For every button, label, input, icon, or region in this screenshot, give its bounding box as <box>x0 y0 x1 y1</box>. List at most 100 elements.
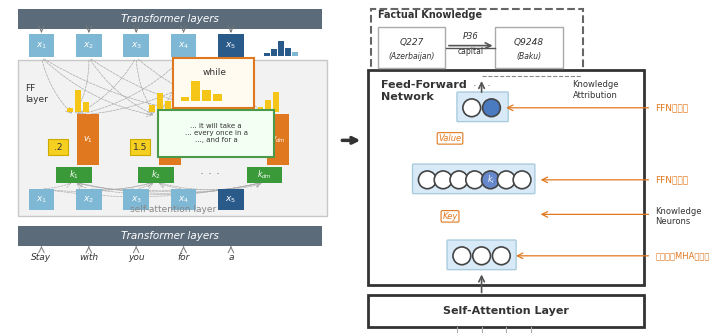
Text: $x_3$: $x_3$ <box>130 194 142 205</box>
Bar <box>218 34 244 58</box>
Bar <box>165 101 171 112</box>
Circle shape <box>434 171 452 189</box>
Bar <box>149 105 155 112</box>
Bar <box>264 53 271 57</box>
Bar <box>18 226 322 246</box>
Text: $x_1$: $x_1$ <box>36 194 47 205</box>
Bar <box>368 70 644 285</box>
Bar <box>271 49 277 57</box>
Bar <box>173 58 253 108</box>
Bar <box>159 114 181 165</box>
Bar <box>48 139 68 155</box>
Text: 输入层（MHA输出）: 输入层（MHA输出） <box>655 251 710 260</box>
Text: capital: capital <box>458 47 484 56</box>
Text: $k_i$: $k_i$ <box>487 174 495 186</box>
Bar <box>158 110 274 157</box>
Text: 1.5: 1.5 <box>133 143 148 152</box>
FancyBboxPatch shape <box>447 240 516 270</box>
Bar <box>29 189 54 210</box>
Bar <box>218 189 244 210</box>
Text: $x_4$: $x_4$ <box>178 41 189 51</box>
Text: $x_5$: $x_5$ <box>225 41 236 51</box>
Text: Self-Attention Layer: Self-Attention Layer <box>444 306 570 316</box>
Bar <box>123 34 149 58</box>
Bar <box>138 167 174 183</box>
Text: · · ·: · · · <box>472 81 490 91</box>
Bar <box>202 90 211 101</box>
Bar <box>56 167 91 183</box>
Text: a: a <box>228 253 234 262</box>
Text: Knowledge
Neurons: Knowledge Neurons <box>655 207 702 226</box>
Bar <box>274 92 279 112</box>
Text: you: you <box>128 253 145 262</box>
Circle shape <box>450 171 468 189</box>
Bar <box>213 94 222 101</box>
Bar <box>157 93 163 112</box>
Text: Feed-Forward
Network: Feed-Forward Network <box>381 80 467 102</box>
Text: P36: P36 <box>463 32 479 41</box>
Bar <box>171 34 197 58</box>
Text: · · ·: · · · <box>200 169 220 181</box>
Bar <box>18 9 322 29</box>
Bar <box>76 34 102 58</box>
Circle shape <box>466 171 484 189</box>
Text: FF
layer: FF layer <box>24 84 48 104</box>
Text: FFN第一层: FFN第一层 <box>655 175 688 184</box>
Bar <box>76 189 102 210</box>
Text: $x_3$: $x_3$ <box>130 41 142 51</box>
Bar <box>130 139 150 155</box>
Text: 0: 0 <box>246 143 251 152</box>
Text: Stay: Stay <box>32 253 52 262</box>
Text: Value: Value <box>438 134 462 143</box>
Text: $v_{dm}$: $v_{dm}$ <box>271 134 286 145</box>
Text: $x_2$: $x_2$ <box>84 41 94 51</box>
Text: Q227: Q227 <box>400 38 423 47</box>
Bar <box>247 167 282 183</box>
Text: for: for <box>177 253 190 262</box>
Text: .2: .2 <box>54 143 63 152</box>
Bar <box>495 27 562 68</box>
Text: $k_{dm}$: $k_{dm}$ <box>257 169 272 181</box>
Circle shape <box>498 171 515 189</box>
Text: (Azerbaijan): (Azerbaijan) <box>388 52 435 61</box>
Bar <box>67 109 73 112</box>
Bar <box>258 108 264 112</box>
Circle shape <box>453 247 471 265</box>
Circle shape <box>482 99 500 117</box>
Bar <box>77 114 99 165</box>
Text: $v_2$: $v_2$ <box>165 134 175 145</box>
Text: $v_1$: $v_1$ <box>83 134 93 145</box>
Text: ... it will take a
... every once in a
..., and for a: ... it will take a ... every once in a .… <box>184 124 248 143</box>
Bar <box>292 52 298 57</box>
Bar <box>267 114 289 165</box>
Circle shape <box>463 99 481 117</box>
Text: Transformer layers: Transformer layers <box>121 14 219 24</box>
Bar <box>368 295 644 327</box>
Text: Key: Key <box>442 212 458 221</box>
Bar <box>123 189 149 210</box>
Text: FFN第二层: FFN第二层 <box>655 103 688 112</box>
Text: $k_2$: $k_2$ <box>151 169 161 181</box>
Circle shape <box>473 247 490 265</box>
Bar <box>83 102 89 112</box>
Text: Knowledge
Attribution: Knowledge Attribution <box>572 80 618 99</box>
FancyBboxPatch shape <box>457 92 508 122</box>
Text: $x_2$: $x_2$ <box>84 194 94 205</box>
Bar <box>266 100 271 112</box>
FancyBboxPatch shape <box>371 9 583 76</box>
Text: Transformer layers: Transformer layers <box>121 231 219 241</box>
Text: $x_4$: $x_4$ <box>178 194 189 205</box>
Bar <box>378 27 445 68</box>
Bar <box>29 34 54 58</box>
Bar <box>285 48 291 57</box>
Bar <box>239 139 258 155</box>
Circle shape <box>513 171 531 189</box>
Text: while: while <box>202 68 226 77</box>
Circle shape <box>482 171 500 189</box>
Bar <box>192 81 200 101</box>
Text: self-attention layer: self-attention layer <box>130 205 216 214</box>
Text: $x_1$: $x_1$ <box>36 41 47 51</box>
Circle shape <box>492 247 510 265</box>
Bar <box>279 41 284 57</box>
Text: with: with <box>79 253 99 262</box>
